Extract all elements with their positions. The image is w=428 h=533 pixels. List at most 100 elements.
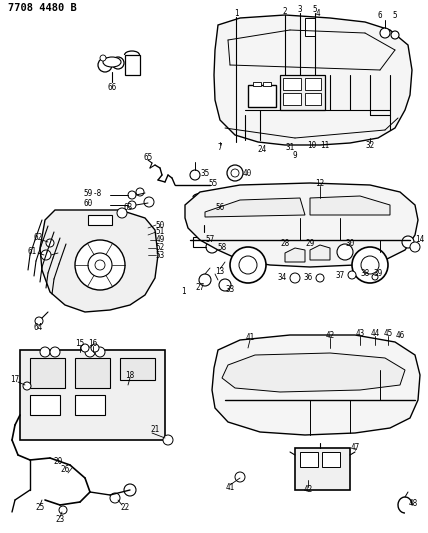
Circle shape — [112, 57, 124, 69]
Circle shape — [235, 472, 245, 482]
Text: 57: 57 — [205, 236, 214, 245]
Bar — [120, 358, 155, 380]
Text: 62: 62 — [33, 233, 43, 243]
Circle shape — [110, 493, 120, 503]
Circle shape — [163, 435, 173, 445]
Bar — [125, 55, 140, 75]
Bar — [30, 395, 60, 415]
Text: 7708 4480 B: 7708 4480 B — [8, 3, 77, 13]
Text: 61: 61 — [27, 247, 37, 256]
Circle shape — [75, 240, 125, 290]
Text: 39: 39 — [373, 269, 383, 278]
Circle shape — [59, 506, 67, 514]
Circle shape — [35, 317, 43, 325]
Circle shape — [46, 239, 54, 247]
Polygon shape — [214, 15, 412, 145]
Circle shape — [206, 241, 218, 253]
Circle shape — [348, 271, 356, 279]
Bar — [20, 350, 165, 440]
Text: 41: 41 — [245, 333, 255, 342]
Bar — [305, 93, 321, 105]
Text: 66: 66 — [107, 83, 116, 92]
Text: 38: 38 — [360, 269, 370, 278]
Bar — [193, 197, 215, 225]
Text: 42: 42 — [325, 330, 335, 340]
Circle shape — [231, 169, 239, 177]
Text: 35: 35 — [200, 169, 210, 179]
Circle shape — [361, 256, 379, 274]
Circle shape — [95, 260, 105, 270]
Bar — [88, 215, 112, 225]
Text: 59: 59 — [83, 189, 92, 198]
Circle shape — [128, 191, 136, 199]
Circle shape — [219, 279, 231, 291]
Text: 1: 1 — [181, 287, 185, 296]
Polygon shape — [310, 196, 390, 215]
Circle shape — [199, 274, 211, 286]
Circle shape — [227, 165, 243, 181]
Circle shape — [402, 236, 414, 248]
Ellipse shape — [103, 57, 121, 67]
Polygon shape — [310, 245, 330, 260]
Text: 34: 34 — [277, 273, 287, 282]
Text: 55: 55 — [208, 179, 217, 188]
Circle shape — [23, 382, 31, 390]
Text: 25: 25 — [36, 504, 45, 513]
Text: 56: 56 — [215, 203, 225, 212]
Circle shape — [95, 347, 105, 357]
Text: -8: -8 — [92, 189, 101, 198]
Text: 49: 49 — [155, 236, 165, 245]
Circle shape — [88, 253, 112, 277]
Polygon shape — [40, 210, 158, 312]
Text: 17: 17 — [10, 376, 19, 384]
Text: 63: 63 — [123, 204, 133, 213]
Text: 2: 2 — [282, 7, 287, 17]
Text: 21: 21 — [150, 425, 160, 434]
Circle shape — [117, 208, 127, 218]
Text: 36: 36 — [303, 273, 312, 282]
Text: 16: 16 — [88, 338, 98, 348]
Text: 28: 28 — [280, 239, 290, 248]
Text: 18: 18 — [125, 370, 135, 379]
Circle shape — [40, 347, 50, 357]
Text: 6: 6 — [377, 12, 382, 20]
Text: 3: 3 — [298, 5, 302, 14]
Bar — [75, 358, 110, 388]
Circle shape — [81, 344, 89, 352]
Polygon shape — [222, 353, 405, 392]
Circle shape — [239, 256, 257, 274]
Circle shape — [41, 250, 51, 260]
Text: 24: 24 — [257, 146, 267, 155]
Text: 58: 58 — [217, 243, 226, 252]
Text: 5: 5 — [313, 5, 317, 14]
Text: 20: 20 — [54, 457, 62, 466]
Text: 48: 48 — [408, 498, 418, 507]
Text: 30: 30 — [345, 238, 355, 247]
Circle shape — [316, 274, 324, 282]
Circle shape — [98, 58, 112, 72]
Circle shape — [372, 274, 378, 280]
Text: 31: 31 — [285, 143, 294, 152]
Text: 14: 14 — [416, 236, 425, 245]
Text: 40: 40 — [242, 168, 252, 177]
Circle shape — [190, 170, 200, 180]
Text: 33: 33 — [226, 286, 235, 295]
Bar — [75, 395, 105, 415]
Text: 7: 7 — [218, 143, 222, 152]
Text: 22: 22 — [120, 504, 130, 513]
Text: 37: 37 — [336, 271, 345, 279]
Bar — [322, 452, 340, 467]
Bar — [280, 75, 325, 110]
Text: 27: 27 — [195, 282, 205, 292]
Polygon shape — [205, 198, 305, 217]
Bar — [193, 237, 207, 247]
Text: 13: 13 — [215, 268, 225, 277]
Polygon shape — [185, 183, 418, 267]
Bar — [283, 78, 301, 90]
Bar — [305, 18, 315, 36]
Bar — [295, 448, 350, 490]
Text: 65: 65 — [143, 154, 153, 163]
Text: 60: 60 — [83, 198, 92, 207]
Circle shape — [391, 31, 399, 39]
Text: 26: 26 — [60, 465, 70, 474]
